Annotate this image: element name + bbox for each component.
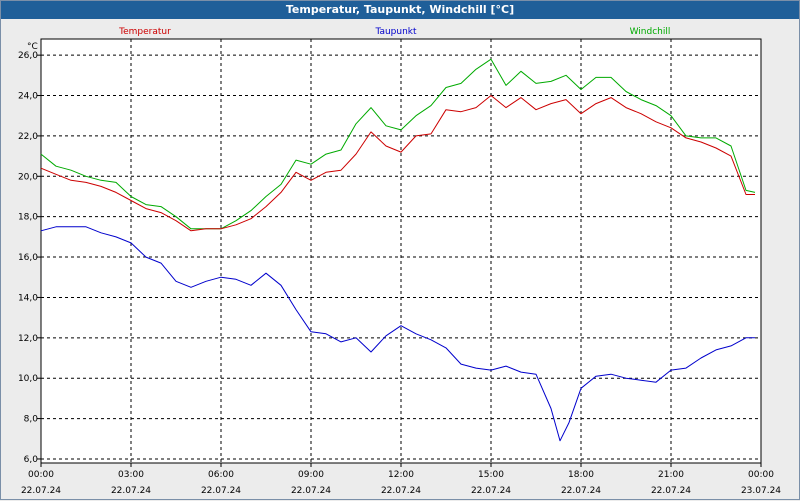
legend-label-temperatur: Temperatur bbox=[118, 27, 171, 37]
y-tick-label: 20,0 bbox=[18, 172, 38, 182]
x-tick-label-time: 12:00 bbox=[388, 470, 414, 480]
x-tick-label-date: 23.07.24 bbox=[741, 486, 781, 496]
x-tick-label-time: 06:00 bbox=[208, 470, 234, 480]
x-tick-label-time: 09:00 bbox=[298, 470, 324, 480]
legend-label-taupunkt: Taupunkt bbox=[374, 27, 417, 37]
y-axis-unit-label: °C bbox=[27, 42, 38, 52]
series-line-temperatur bbox=[40, 95, 755, 232]
y-tick-label: 6,0 bbox=[24, 455, 39, 465]
x-tick-label-time: 00:00 bbox=[748, 470, 774, 480]
x-tick-label-time: 00:00 bbox=[28, 470, 54, 480]
legend-label-windchill: Windchill bbox=[630, 27, 671, 37]
x-tick-label-time: 21:00 bbox=[658, 470, 684, 480]
y-tick-label: 26,0 bbox=[18, 51, 38, 61]
x-tick-label-date: 22.07.24 bbox=[291, 486, 331, 496]
y-tick-label: 22,0 bbox=[18, 132, 38, 142]
y-tick-label: 16,0 bbox=[18, 253, 38, 263]
x-tick-label-time: 03:00 bbox=[118, 470, 144, 480]
x-tick-label-date: 22.07.24 bbox=[201, 486, 241, 496]
x-tick-label-date: 22.07.24 bbox=[111, 486, 151, 496]
y-tick-label: 12,0 bbox=[18, 334, 38, 344]
x-tick-label-date: 22.07.24 bbox=[381, 486, 421, 496]
x-tick-label-date: 22.07.24 bbox=[561, 486, 601, 496]
x-tick-label-date: 22.07.24 bbox=[651, 486, 691, 496]
x-tick-label-date: 22.07.24 bbox=[471, 486, 511, 496]
y-tick-label: 14,0 bbox=[18, 293, 38, 303]
y-tick-label: 8,0 bbox=[24, 415, 39, 425]
chart-title: Temperatur, Taupunkt, Windchill [°C] bbox=[1, 1, 799, 19]
x-tick-label-time: 15:00 bbox=[478, 470, 504, 480]
y-tick-label: 24,0 bbox=[18, 92, 38, 102]
x-tick-label-time: 18:00 bbox=[568, 470, 594, 480]
series-line-windchill bbox=[40, 58, 756, 230]
x-tick-label-date: 22.07.24 bbox=[21, 486, 61, 496]
y-tick-label: 10,0 bbox=[18, 374, 38, 384]
series-line-taupunkt bbox=[40, 226, 755, 442]
y-tick-label: 18,0 bbox=[18, 213, 38, 223]
